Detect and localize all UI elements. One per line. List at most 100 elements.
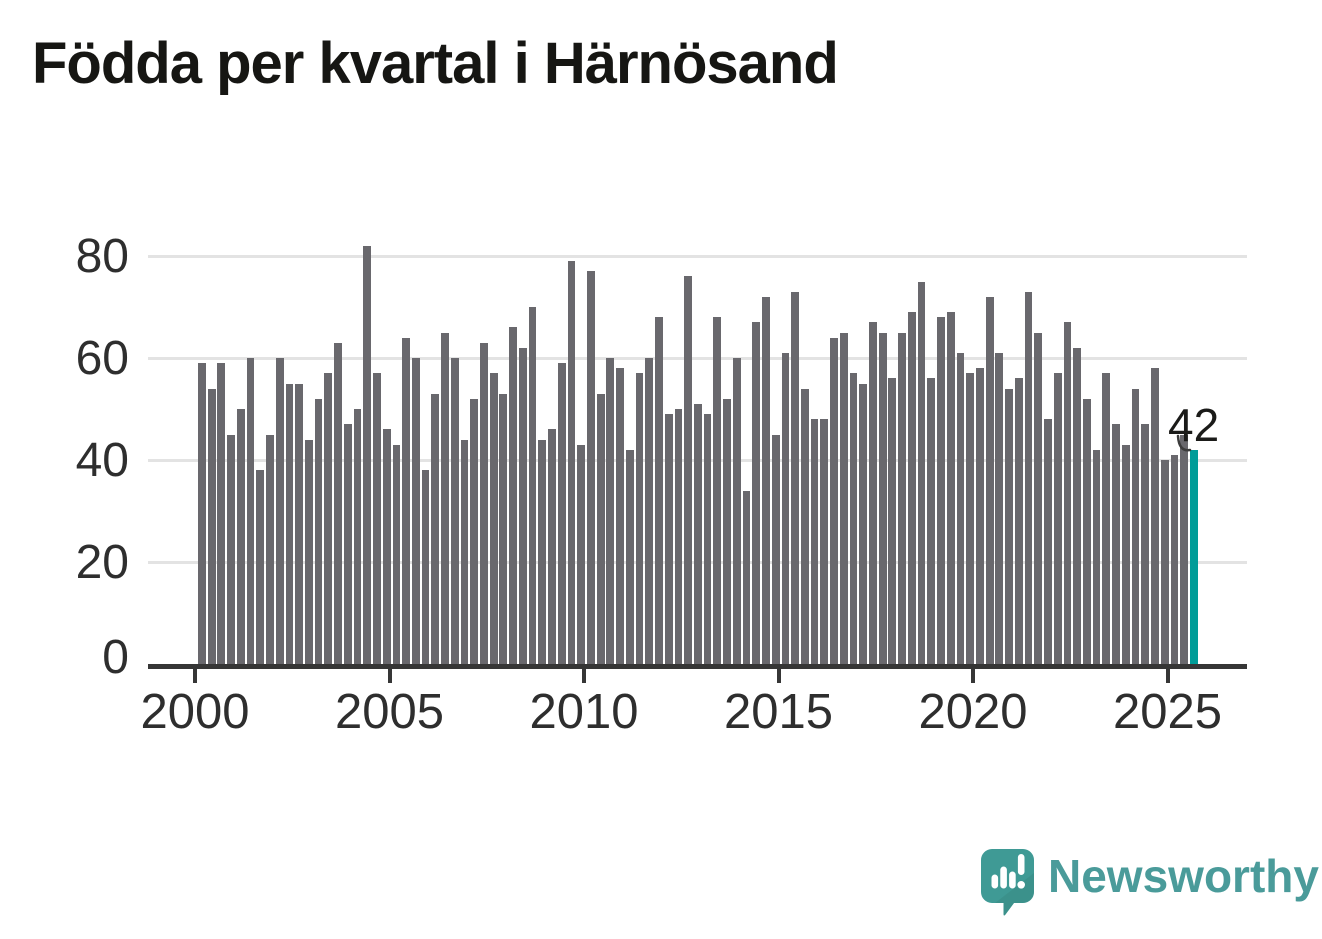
last-value-annotation: 42: [1168, 399, 1220, 451]
bar: [946, 312, 955, 664]
bar: [713, 317, 722, 664]
page-title: Födda per kvartal i Härnösand: [32, 31, 839, 96]
bar: [820, 419, 829, 664]
bar: [1160, 460, 1169, 664]
bar: [236, 409, 245, 664]
bar: [363, 245, 372, 664]
bar: [1102, 373, 1111, 664]
bar: [285, 383, 294, 664]
bar: [275, 358, 284, 664]
bar: [1170, 454, 1179, 664]
bar: [295, 383, 304, 664]
bar: [645, 358, 654, 664]
bar: [664, 414, 673, 664]
bar: [1082, 398, 1091, 664]
bar: [732, 358, 741, 664]
bar: [1014, 378, 1023, 664]
bar: [771, 434, 780, 664]
bar: [207, 388, 216, 664]
bar: [1092, 449, 1101, 664]
bar: [1044, 419, 1052, 664]
x-axis-tick: [193, 668, 197, 683]
bar: [1121, 444, 1130, 664]
bar: [314, 398, 323, 664]
bar: [460, 439, 469, 664]
bar: [976, 368, 984, 664]
gridline-y-80: [148, 254, 1247, 258]
x-axis-label: 2005: [334, 685, 444, 739]
bar: [411, 358, 420, 664]
bar: [849, 373, 858, 664]
bar: [548, 429, 556, 664]
bar: [217, 363, 226, 664]
y-axis-label: 40: [75, 434, 129, 487]
bar: [898, 332, 906, 664]
bar: [1073, 347, 1082, 664]
speech-bubble-bar-chart-icon: [981, 849, 1034, 916]
x-axis-tick: [1165, 668, 1170, 683]
bar: [1151, 368, 1159, 664]
bar: [382, 429, 391, 664]
bar: [995, 352, 1004, 664]
bar: [742, 490, 751, 664]
bar: [723, 398, 731, 664]
bar: [625, 449, 634, 664]
bar: [334, 342, 342, 664]
bar: [304, 439, 313, 664]
bar: [985, 296, 994, 664]
bar: [859, 383, 868, 664]
bar: [421, 470, 430, 664]
bar: [800, 388, 809, 664]
bar: [655, 317, 663, 664]
bar: [693, 403, 702, 664]
bar: [587, 271, 595, 664]
bar: [762, 296, 770, 664]
y-axis-label: 80: [75, 230, 129, 283]
bar: [324, 373, 333, 664]
y-axis-label: 20: [75, 536, 129, 589]
x-axis-tick: [582, 668, 586, 683]
x-axis-label: 2015: [723, 685, 833, 739]
bar: [441, 332, 449, 664]
bar: [966, 373, 975, 664]
bar: [1024, 291, 1033, 664]
y-axis-label: 60: [75, 332, 129, 385]
bar: [1063, 322, 1072, 664]
bar: [888, 378, 897, 664]
bar: [266, 434, 274, 664]
bar: [606, 358, 615, 664]
bar: [937, 317, 945, 664]
brand-name: Newsworthy: [1048, 850, 1319, 902]
bar: [781, 352, 790, 664]
bar: [431, 393, 440, 664]
bar: [499, 393, 508, 664]
x-axis-line: [148, 664, 1247, 669]
bar: [353, 409, 362, 664]
bar: [1034, 332, 1043, 664]
bar: [227, 434, 235, 664]
bar: [402, 337, 411, 664]
bar: [956, 352, 965, 664]
bar: [869, 322, 877, 664]
bar: [1141, 424, 1150, 664]
bar: [830, 337, 838, 664]
bar: [538, 439, 547, 664]
bar: [198, 363, 206, 664]
bar: [674, 409, 683, 664]
x-axis-label: 2025: [1112, 685, 1222, 739]
x-axis-tick: [387, 668, 392, 683]
bar: [616, 368, 624, 664]
x-axis-tick: [776, 668, 781, 683]
bar: [839, 332, 848, 664]
bar: [596, 393, 605, 664]
bar: [518, 347, 527, 664]
x-axis-label: 2000: [140, 685, 250, 739]
gridline-y-60: [148, 356, 1247, 360]
bar: [927, 378, 936, 664]
x-axis-label: 2010: [529, 685, 639, 739]
x-axis-tick: [971, 668, 975, 683]
bar: [470, 398, 479, 664]
bar: [373, 373, 381, 664]
bar: [1053, 373, 1062, 664]
